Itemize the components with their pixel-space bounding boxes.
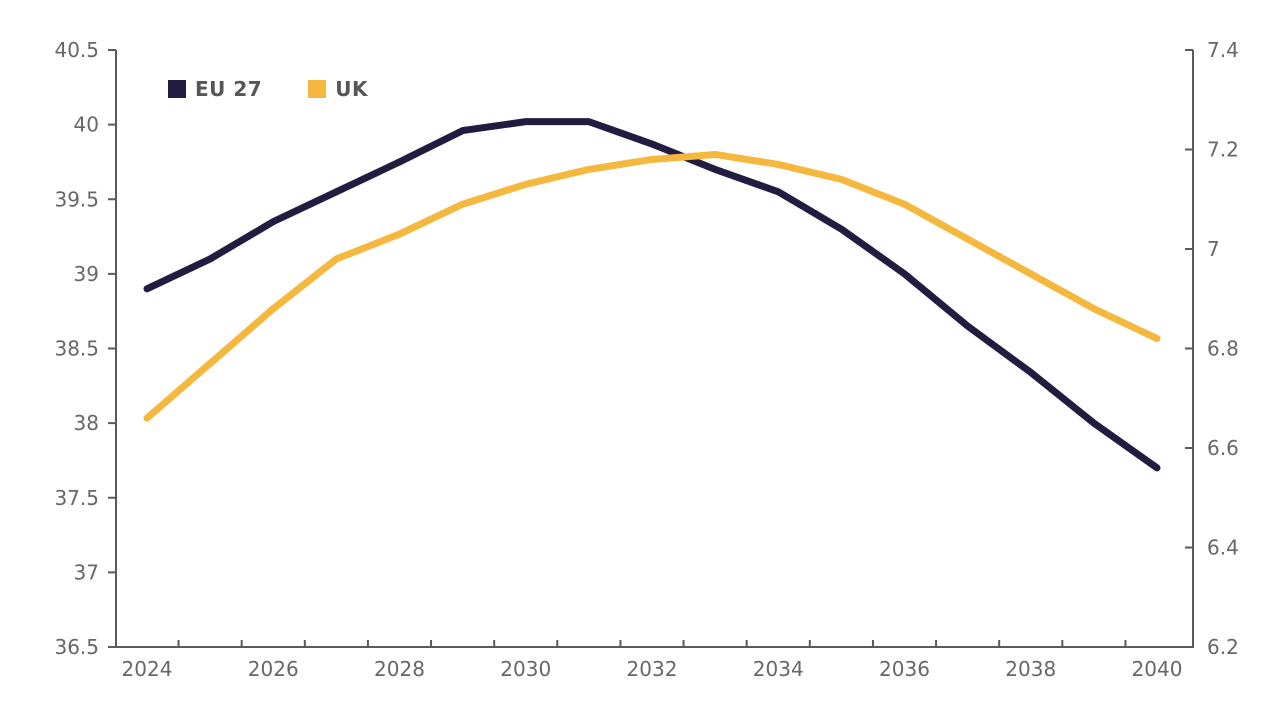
x-axis-tick-label: 2026: [248, 657, 299, 681]
left-axis-tick-label: 40.5: [54, 38, 99, 62]
left-axis-tick-label: 37: [74, 560, 99, 584]
right-axis-tick-label: 7.4: [1207, 38, 1239, 62]
x-axis-tick-label: 2040: [1132, 657, 1183, 681]
right-axis-tick-label: 6.8: [1207, 337, 1239, 361]
left-axis-tick-label: 36.5: [54, 635, 99, 659]
x-axis-tick-label: 2030: [500, 657, 551, 681]
x-axis-tick-label: 2028: [374, 657, 425, 681]
left-axis-tick-label: 37.5: [54, 486, 99, 510]
x-axis-tick-label: 2032: [627, 657, 678, 681]
left-axis-tick-label: 40: [74, 113, 99, 137]
right-axis-tick-label: 6.6: [1207, 436, 1239, 460]
eu27-line: [143, 118, 1161, 472]
right-axis-tick-label: 7: [1207, 237, 1220, 261]
uk-line: [143, 150, 1161, 422]
right-axis-tick-label: 7.2: [1207, 138, 1239, 162]
x-axis-tick-label: 2036: [879, 657, 930, 681]
x-axis-tick-label: 2024: [122, 657, 173, 681]
x-axis-tick-label: 2038: [1005, 657, 1056, 681]
legend-label-eu27: EU 27: [195, 77, 263, 101]
x-axis-tick-label: 2034: [753, 657, 804, 681]
left-axis-tick-label: 38.5: [54, 337, 99, 361]
legend-item-uk: UK: [308, 77, 368, 101]
right-axis-tick-label: 6.2: [1207, 635, 1239, 659]
legend-item-eu27: EU 27: [168, 77, 262, 101]
right-axis-tick-label: 6.4: [1207, 536, 1239, 560]
legend-swatch-eu27: [168, 80, 186, 98]
legend-swatch-uk: [308, 80, 327, 98]
left-axis-tick-label: 38: [74, 411, 99, 435]
left-axis-tick-label: 39: [74, 262, 99, 286]
legend: EU 27 UK: [168, 77, 368, 101]
left-axis-tick-label: 39.5: [54, 187, 99, 211]
legend-label-uk: UK: [335, 77, 368, 101]
